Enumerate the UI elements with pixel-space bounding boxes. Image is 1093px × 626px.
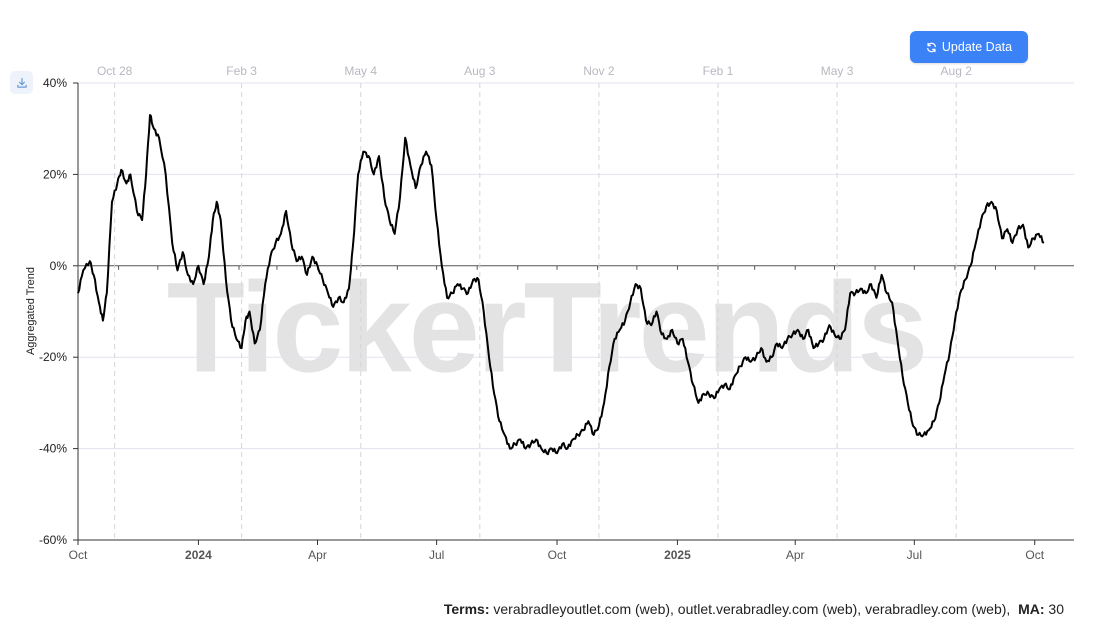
y-tick-label: -60% [39, 533, 67, 547]
x-tick-label: Jul [907, 548, 922, 562]
top-tick-label: Nov 2 [583, 64, 615, 78]
x-tick-label: Apr [786, 548, 805, 562]
x-tick-label: 2024 [185, 548, 212, 562]
ma-label: MA: [1018, 601, 1045, 617]
x-tick-label: Apr [308, 548, 327, 562]
terms-label: Terms: [443, 601, 490, 617]
top-tick-label: Feb 1 [703, 64, 734, 78]
download-icon [16, 77, 27, 88]
terms-footer: Terms: verabradleyoutlet.com (web), outl… [444, 601, 1064, 617]
y-tick-label: 0% [50, 259, 68, 273]
x-tick-label: Oct [69, 548, 88, 562]
top-tick-label: May 4 [344, 64, 377, 78]
download-button[interactable] [10, 71, 33, 94]
ma-value: 30 [1048, 601, 1064, 617]
y-tick-label: -40% [39, 442, 67, 456]
top-tick-label: Feb 3 [226, 64, 257, 78]
refresh-icon [927, 42, 936, 52]
top-tick-label: Aug 3 [464, 64, 496, 78]
top-tick-label: May 3 [821, 64, 854, 78]
series-line [77, 114, 1045, 456]
x-tick-label: Oct [548, 548, 567, 562]
top-tick-label: Aug 2 [941, 64, 973, 78]
x-tick-label: Oct [1025, 548, 1044, 562]
terms-value: verabradleyoutlet.com (web), outlet.vera… [493, 601, 1011, 617]
y-tick-label: 20% [43, 167, 67, 181]
y-tick-label: 40% [43, 76, 67, 90]
top-tick-label: Oct 28 [97, 64, 133, 78]
x-tick-label: Jul [429, 548, 444, 562]
y-tick-label: -20% [39, 350, 67, 364]
update-data-label: Update Data [941, 40, 1013, 54]
update-data-button[interactable]: Update Data [910, 31, 1028, 63]
watermark: TickerTrends [166, 256, 928, 400]
x-tick-label: 2025 [664, 548, 691, 562]
